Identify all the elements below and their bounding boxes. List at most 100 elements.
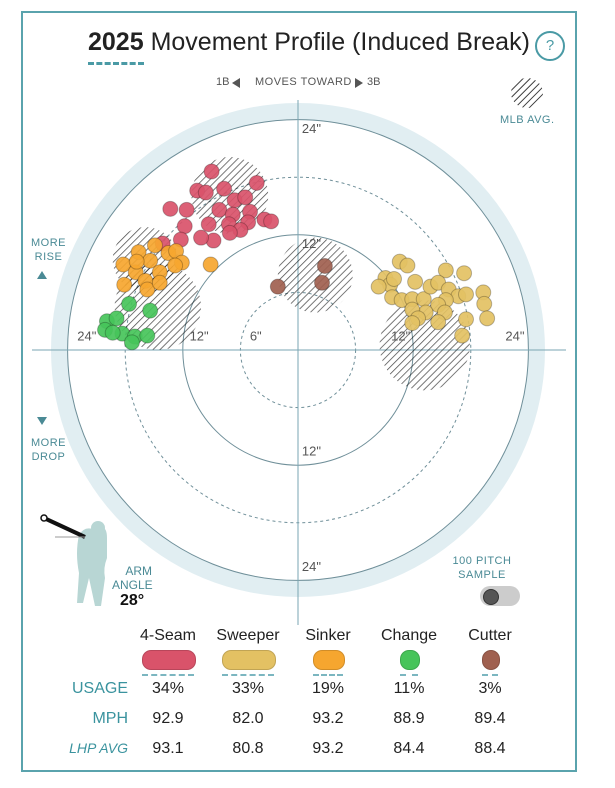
- direction-label: MOVES TOWARD: [255, 76, 352, 88]
- ring-label: 24": [77, 328, 96, 343]
- mph-value: 82.0: [232, 710, 264, 727]
- card-frame: [21, 11, 577, 772]
- pitch-point-cutter: [269, 278, 286, 295]
- pitch-point-sweeper: [479, 310, 496, 327]
- pitch-point-sweeper: [399, 257, 416, 274]
- direction-right: 3B: [367, 76, 381, 88]
- pitch-name: Sweeper: [216, 627, 280, 644]
- pitch-point-4-seam: [176, 218, 193, 235]
- usage-pill-cutter: [482, 650, 500, 670]
- ring-label: 24": [302, 121, 321, 136]
- ring-label: 12": [190, 328, 209, 343]
- pitch-point-sinker: [202, 256, 219, 273]
- pitch-point-sweeper: [476, 295, 493, 312]
- lhp-avg-value: 88.4: [474, 740, 506, 757]
- lhp-avg-value: 93.1: [152, 740, 184, 757]
- pitch-point-cutter: [314, 274, 330, 291]
- help-button[interactable]: ?: [535, 31, 565, 61]
- pitch-point-4-seam: [263, 213, 280, 230]
- pitch-point-sweeper: [437, 262, 454, 279]
- more-rise-label: MORE RISE: [31, 237, 66, 263]
- pitch-point-sweeper: [386, 270, 402, 287]
- pitch-point-change: [139, 327, 156, 344]
- mlb-avg-sweeper: [379, 300, 470, 391]
- lhp-avg-value: 84.4: [393, 740, 425, 757]
- pitch-point-sinker: [167, 257, 184, 274]
- pitch-point-sweeper: [370, 278, 387, 295]
- pitch-point-4-seam: [203, 163, 220, 180]
- pitch-point-change: [123, 334, 140, 351]
- mph-value: 93.2: [312, 710, 344, 727]
- pitch-point-sinker: [146, 237, 163, 254]
- arm-angle-value: 28°: [120, 592, 145, 609]
- usage-pill-sinker: [313, 650, 345, 670]
- pitch-point-4-seam: [211, 201, 228, 218]
- sample-toggle-knob[interactable]: [483, 589, 499, 605]
- sample-label: 100 PITCH SAMPLE: [452, 555, 512, 581]
- pitch-point-sinker: [116, 276, 133, 293]
- pitch-point-change: [121, 295, 138, 312]
- ring-label: 24": [505, 328, 524, 343]
- usage-pill-4-seam: [141, 650, 197, 670]
- pitch-point-4-seam: [216, 180, 233, 197]
- lhp-avg-value: 93.2: [312, 740, 344, 757]
- usage-underline: [141, 674, 195, 676]
- pitch-name: Change: [380, 627, 438, 644]
- pitch-point-4-seam: [162, 200, 179, 217]
- pitch-point-sinker: [151, 274, 168, 291]
- pitch-point-4-seam: [178, 201, 195, 218]
- pitch-point-4-seam: [193, 229, 210, 246]
- mph-value: 92.9: [152, 710, 184, 727]
- usage-underline: [313, 674, 343, 676]
- pitch-point-sinker: [128, 253, 145, 270]
- pitcher-silhouette-icon: [40, 514, 107, 606]
- pitch-point-sweeper: [458, 286, 474, 303]
- arrow-down-icon: [37, 417, 47, 425]
- usage-value: 34%: [151, 680, 185, 697]
- arrow-left-icon: [232, 78, 240, 88]
- usage-underline: [482, 674, 498, 676]
- pitch-point-sweeper: [404, 315, 421, 332]
- pitch-point-4-seam: [248, 174, 265, 191]
- pitch-name: 4-Seam: [139, 627, 197, 644]
- pitch-point-change: [108, 310, 125, 327]
- usage-underline: [222, 674, 274, 676]
- mlb-avg-legend-label: MLB AVG.: [500, 114, 555, 126]
- usage-row-label: USAGE: [71, 680, 128, 697]
- pitch-point-sinker: [139, 281, 156, 298]
- pitch-point-4-seam: [221, 224, 238, 241]
- pitch-point-sweeper: [458, 311, 474, 328]
- mph-value: 89.4: [474, 710, 506, 727]
- ring-label: 24": [302, 559, 321, 574]
- ring-label: 12": [302, 236, 321, 251]
- pitch-point-sweeper: [456, 265, 473, 282]
- title-underline: [88, 62, 144, 65]
- arm-angle-label: ARM ANGLE: [112, 564, 153, 592]
- pitch-name: Cutter: [468, 627, 512, 644]
- more-drop-label: MORE DROP: [31, 437, 66, 463]
- pitch-point-change: [142, 302, 159, 319]
- mlb-avg-cutter: [277, 237, 353, 313]
- mlb-avg-change: [114, 263, 202, 350]
- pitch-name: Sinker: [305, 627, 351, 644]
- usage-value: 19%: [311, 680, 345, 697]
- pitch-point-4-seam: [197, 184, 214, 201]
- usage-value: 11%: [393, 680, 425, 697]
- ring-label: 12": [391, 328, 410, 343]
- pitch-point-sweeper: [407, 273, 424, 290]
- direction-left: 1B: [216, 76, 230, 88]
- mph-row-label: MPH: [92, 710, 128, 727]
- usage-value: 3%: [478, 680, 502, 697]
- lhp-avg-value: 80.8: [232, 740, 264, 757]
- usage-value: 33%: [231, 680, 265, 697]
- page-title: 2025 Movement Profile (Induced Break): [88, 28, 530, 56]
- ring-label: 12": [302, 444, 321, 459]
- pitch-point-sweeper: [454, 327, 471, 344]
- usage-pill-sweeper: [222, 650, 276, 670]
- arrow-up-icon: [37, 271, 47, 279]
- pitch-point-sweeper: [430, 314, 447, 331]
- mph-value: 88.9: [393, 710, 425, 727]
- usage-pill-change: [400, 650, 420, 670]
- pitch-point-change: [104, 324, 121, 341]
